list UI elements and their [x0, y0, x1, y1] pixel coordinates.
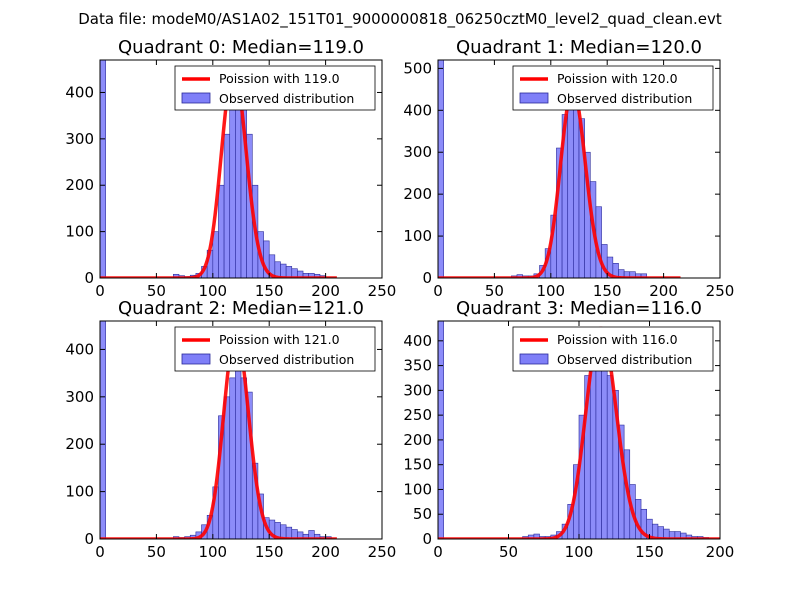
y-tick-label: 100: [403, 227, 432, 245]
x-tick-label: 150: [255, 543, 284, 561]
panel-quadrant-3: Quadrant 3: Median=116.0 0 50 100 150 200 0 50 1…: [403, 298, 734, 561]
axes-frame: [99, 59, 383, 279]
panel-quadrant-2: Quadrant 2: Median=121.0 0 50 100 150 200 250 0…: [65, 298, 396, 561]
legend-observed-swatch: [519, 353, 549, 365]
y-tick-label: 0: [84, 530, 94, 548]
x-tick-label: 100: [198, 282, 227, 300]
x-tick-label: 50: [147, 543, 166, 561]
panel-title: Quadrant 0: Median=119.0: [118, 37, 364, 58]
legend: Poission with 116.0 Observed distribution: [512, 326, 714, 372]
y-tick-label: 350: [403, 357, 432, 375]
histogram-bar: [218, 184, 225, 278]
legend-observed-label: Observed distribution: [219, 352, 354, 367]
histogram-bar: [229, 377, 236, 539]
histogram-bar: [606, 375, 614, 539]
x-tick-label: 250: [706, 282, 735, 300]
legend-observed-label: Observed distribution: [557, 91, 692, 106]
poisson-curve: [100, 67, 338, 278]
histogram-bars: [100, 321, 332, 539]
histogram-bar: [212, 231, 219, 278]
y-tick-label: 100: [403, 480, 432, 498]
legend-poisson-label: Poission with 120.0: [557, 71, 678, 86]
y-tick-label: 500: [403, 59, 432, 77]
histogram-bar: [100, 60, 106, 278]
histogram-bar: [438, 321, 444, 539]
histogram-bar: [567, 89, 574, 278]
y-tick-label: 100: [65, 223, 94, 241]
legend: Poission with 121.0 Observed distribution: [174, 326, 376, 372]
y-tick-label: 300: [65, 388, 94, 406]
y-tick-label: 150: [403, 456, 432, 474]
y-tick-label: 400: [403, 332, 432, 350]
x-tick-label: 200: [311, 282, 340, 300]
x-tick-label: 200: [649, 282, 678, 300]
legend-observed-swatch: [181, 353, 211, 365]
x-tick-label: 100: [565, 543, 594, 561]
x-tick-label: 150: [635, 543, 664, 561]
y-tick-label: 0: [84, 269, 94, 287]
y-tick-label: 250: [403, 406, 432, 424]
y-tick-label: 200: [403, 185, 432, 203]
histogram-bar: [573, 101, 580, 278]
legend-observed-swatch: [181, 92, 211, 104]
histogram-bar: [589, 355, 597, 539]
y-tick-label: 0: [422, 269, 432, 287]
poisson-curve: [438, 87, 682, 278]
y-tick-label: 200: [65, 435, 94, 453]
y-tick-label: 50: [413, 505, 432, 523]
histogram-bar: [229, 87, 236, 278]
histogram-bar: [223, 133, 231, 278]
x-tick-label: 150: [255, 282, 284, 300]
histogram-bar: [280, 263, 287, 278]
x-tick-label: 50: [499, 543, 518, 561]
x-tick-label: 0: [433, 282, 443, 300]
legend-observed-swatch: [519, 92, 549, 104]
x-tick-label: 0: [95, 282, 105, 300]
x-tick-label: 0: [433, 543, 443, 561]
axes-frame: [437, 59, 721, 279]
legend-poisson-label: Poission with 116.0: [557, 332, 678, 347]
legend-observed-label: Observed distribution: [557, 352, 692, 367]
x-tick-label: 50: [485, 282, 504, 300]
x-tick-label: 250: [368, 282, 397, 300]
histogram-bars: [100, 60, 326, 278]
y-tick-label: 300: [403, 143, 432, 161]
y-tick-label: 0: [422, 530, 432, 548]
poisson-curve: [100, 331, 338, 539]
legend-poisson-label: Poission with 121.0: [219, 332, 340, 347]
y-tick-label: 200: [403, 431, 432, 449]
x-tick-label: 250: [368, 543, 397, 561]
panel-title: Quadrant 3: Median=116.0: [456, 298, 702, 319]
panel-title: Quadrant 1: Median=120.0: [456, 37, 702, 58]
panel-quadrant-1: Quadrant 1: Median=120.0 0 50 100 150 200 250 0…: [403, 37, 734, 300]
axes-frame: [99, 320, 383, 540]
x-tick-label: 0: [95, 543, 105, 561]
legend: Poission with 119.0 Observed distribution: [174, 65, 376, 111]
y-tick-label: 400: [65, 83, 94, 101]
y-tick-label: 200: [65, 176, 94, 194]
histogram-bar: [100, 321, 106, 539]
legend-observed-label: Observed distribution: [219, 91, 354, 106]
y-tick-label: 100: [65, 483, 94, 501]
histogram-bar: [235, 344, 242, 539]
y-tick-label: 300: [65, 130, 94, 148]
panels: Quadrant 0: Median=119.0 0 50 100 150 200 250 0…: [65, 37, 734, 561]
legend: Poission with 120.0 Observed distribution: [512, 65, 714, 111]
x-tick-label: 100: [198, 543, 227, 561]
x-tick-label: 100: [536, 282, 565, 300]
y-tick-label: 400: [65, 340, 94, 358]
panel-quadrant-0: Quadrant 0: Median=119.0 0 50 100 150 200 250 0…: [65, 37, 396, 300]
histogram-bar: [601, 350, 608, 539]
y-tick-label: 300: [403, 381, 432, 399]
legend-poisson-label: Poission with 119.0: [219, 71, 340, 86]
x-tick-label: 50: [147, 282, 166, 300]
panel-title: Quadrant 2: Median=121.0: [118, 298, 364, 319]
x-tick-label: 150: [593, 282, 622, 300]
y-tick-label: 400: [403, 101, 432, 119]
figure-suptitle: Data file: modeM0/AS1A02_151T01_90000008…: [78, 10, 722, 29]
x-tick-label: 200: [706, 543, 735, 561]
histogram-bar: [438, 60, 444, 278]
x-tick-label: 200: [311, 543, 340, 561]
